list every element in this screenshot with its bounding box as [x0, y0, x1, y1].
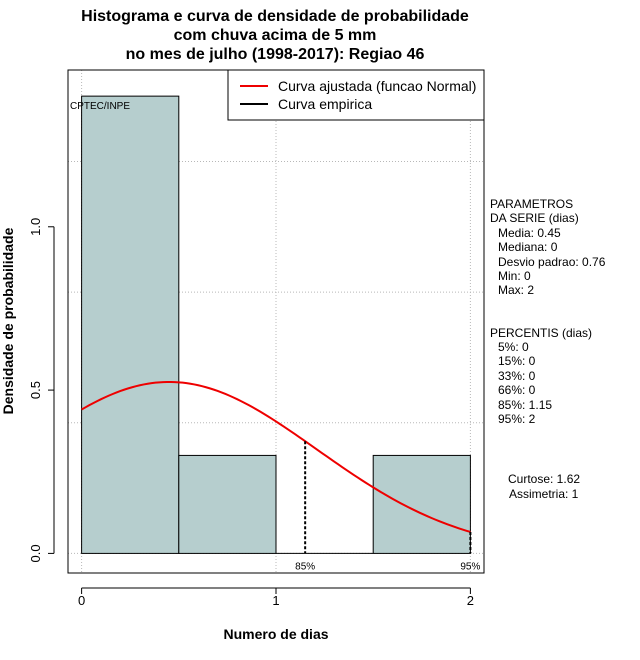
x-tick-label: 2	[467, 593, 474, 608]
histogram-bar	[178, 454, 277, 554]
curtose-label: Curtose: 1.62	[508, 472, 580, 486]
percentil-33: 33%: 0	[498, 369, 536, 383]
param-desvio: Desvio padrao: 0.76	[498, 255, 606, 269]
x-tick-label: 0	[78, 593, 85, 608]
percentil-15: 15%: 0	[498, 354, 536, 368]
y-tick-label: 0.0	[28, 544, 43, 562]
parametros-subheading: DA SERIE (dias)	[490, 211, 579, 225]
y-axis: 0.0 0.5 1.0	[28, 218, 55, 562]
param-max: Max: 2	[498, 283, 534, 297]
x-axis: 0 1 2	[78, 587, 474, 608]
legend-box	[227, 69, 485, 121]
chart-title-line-2: com chuva acima de 5 mm	[174, 27, 377, 44]
percentil-66: 66%: 0	[498, 383, 536, 397]
normal-curve-layer	[81, 380, 471, 533]
percentile-marker-label: 85%	[295, 561, 315, 572]
param-media: Media: 0.45	[498, 226, 561, 240]
x-tick-label: 1	[272, 593, 279, 608]
legend-label-empirical: Curva empirica	[278, 96, 372, 112]
credit-label: CPTEC/INPE	[70, 101, 130, 112]
histogram-bar	[372, 454, 471, 554]
y-tick-label: 1.0	[28, 218, 43, 236]
chart-title-line-3: no mes de julho (1998-2017): Regiao 46	[126, 46, 425, 63]
histogram-bars	[81, 95, 471, 554]
percentis-heading: PERCENTIS (dias)	[490, 326, 592, 340]
percentil-5: 5%: 0	[498, 340, 529, 354]
normal-curve	[81, 380, 471, 533]
percentile-markers: 85% 95%	[295, 441, 481, 572]
legend: Curva ajustada (funcao Normal) Curva emp…	[227, 69, 485, 121]
parametros-panel: PARAMETROS DA SERIE (dias) Media: 0.45 M…	[490, 197, 606, 297]
percentil-85: 85%: 1.15	[498, 398, 552, 412]
y-axis-title: Densidade de probabilidade	[0, 227, 16, 414]
x-axis-title: Numero de dias	[223, 626, 328, 642]
percentis-panel: PERCENTIS (dias) 5%: 0 15%: 0 33%: 0 66%…	[490, 326, 592, 426]
param-min: Min: 0	[498, 269, 531, 283]
parametros-heading: PARAMETROS	[490, 197, 573, 211]
percentil-95: 95%: 2	[498, 412, 536, 426]
chart-title-line-1: Histograma e curva de densidade de proba…	[81, 8, 469, 25]
param-mediana: Mediana: 0	[498, 240, 558, 254]
legend-label-fit: Curva ajustada (funcao Normal)	[278, 78, 476, 94]
y-tick-label: 0.5	[28, 381, 43, 399]
histogram-bar	[81, 95, 180, 554]
assimetria-label: Assimetria: 1	[509, 487, 579, 501]
percentile-marker-label: 95%	[460, 561, 480, 572]
shape-stats: Curtose: 1.62 Assimetria: 1	[508, 472, 580, 501]
